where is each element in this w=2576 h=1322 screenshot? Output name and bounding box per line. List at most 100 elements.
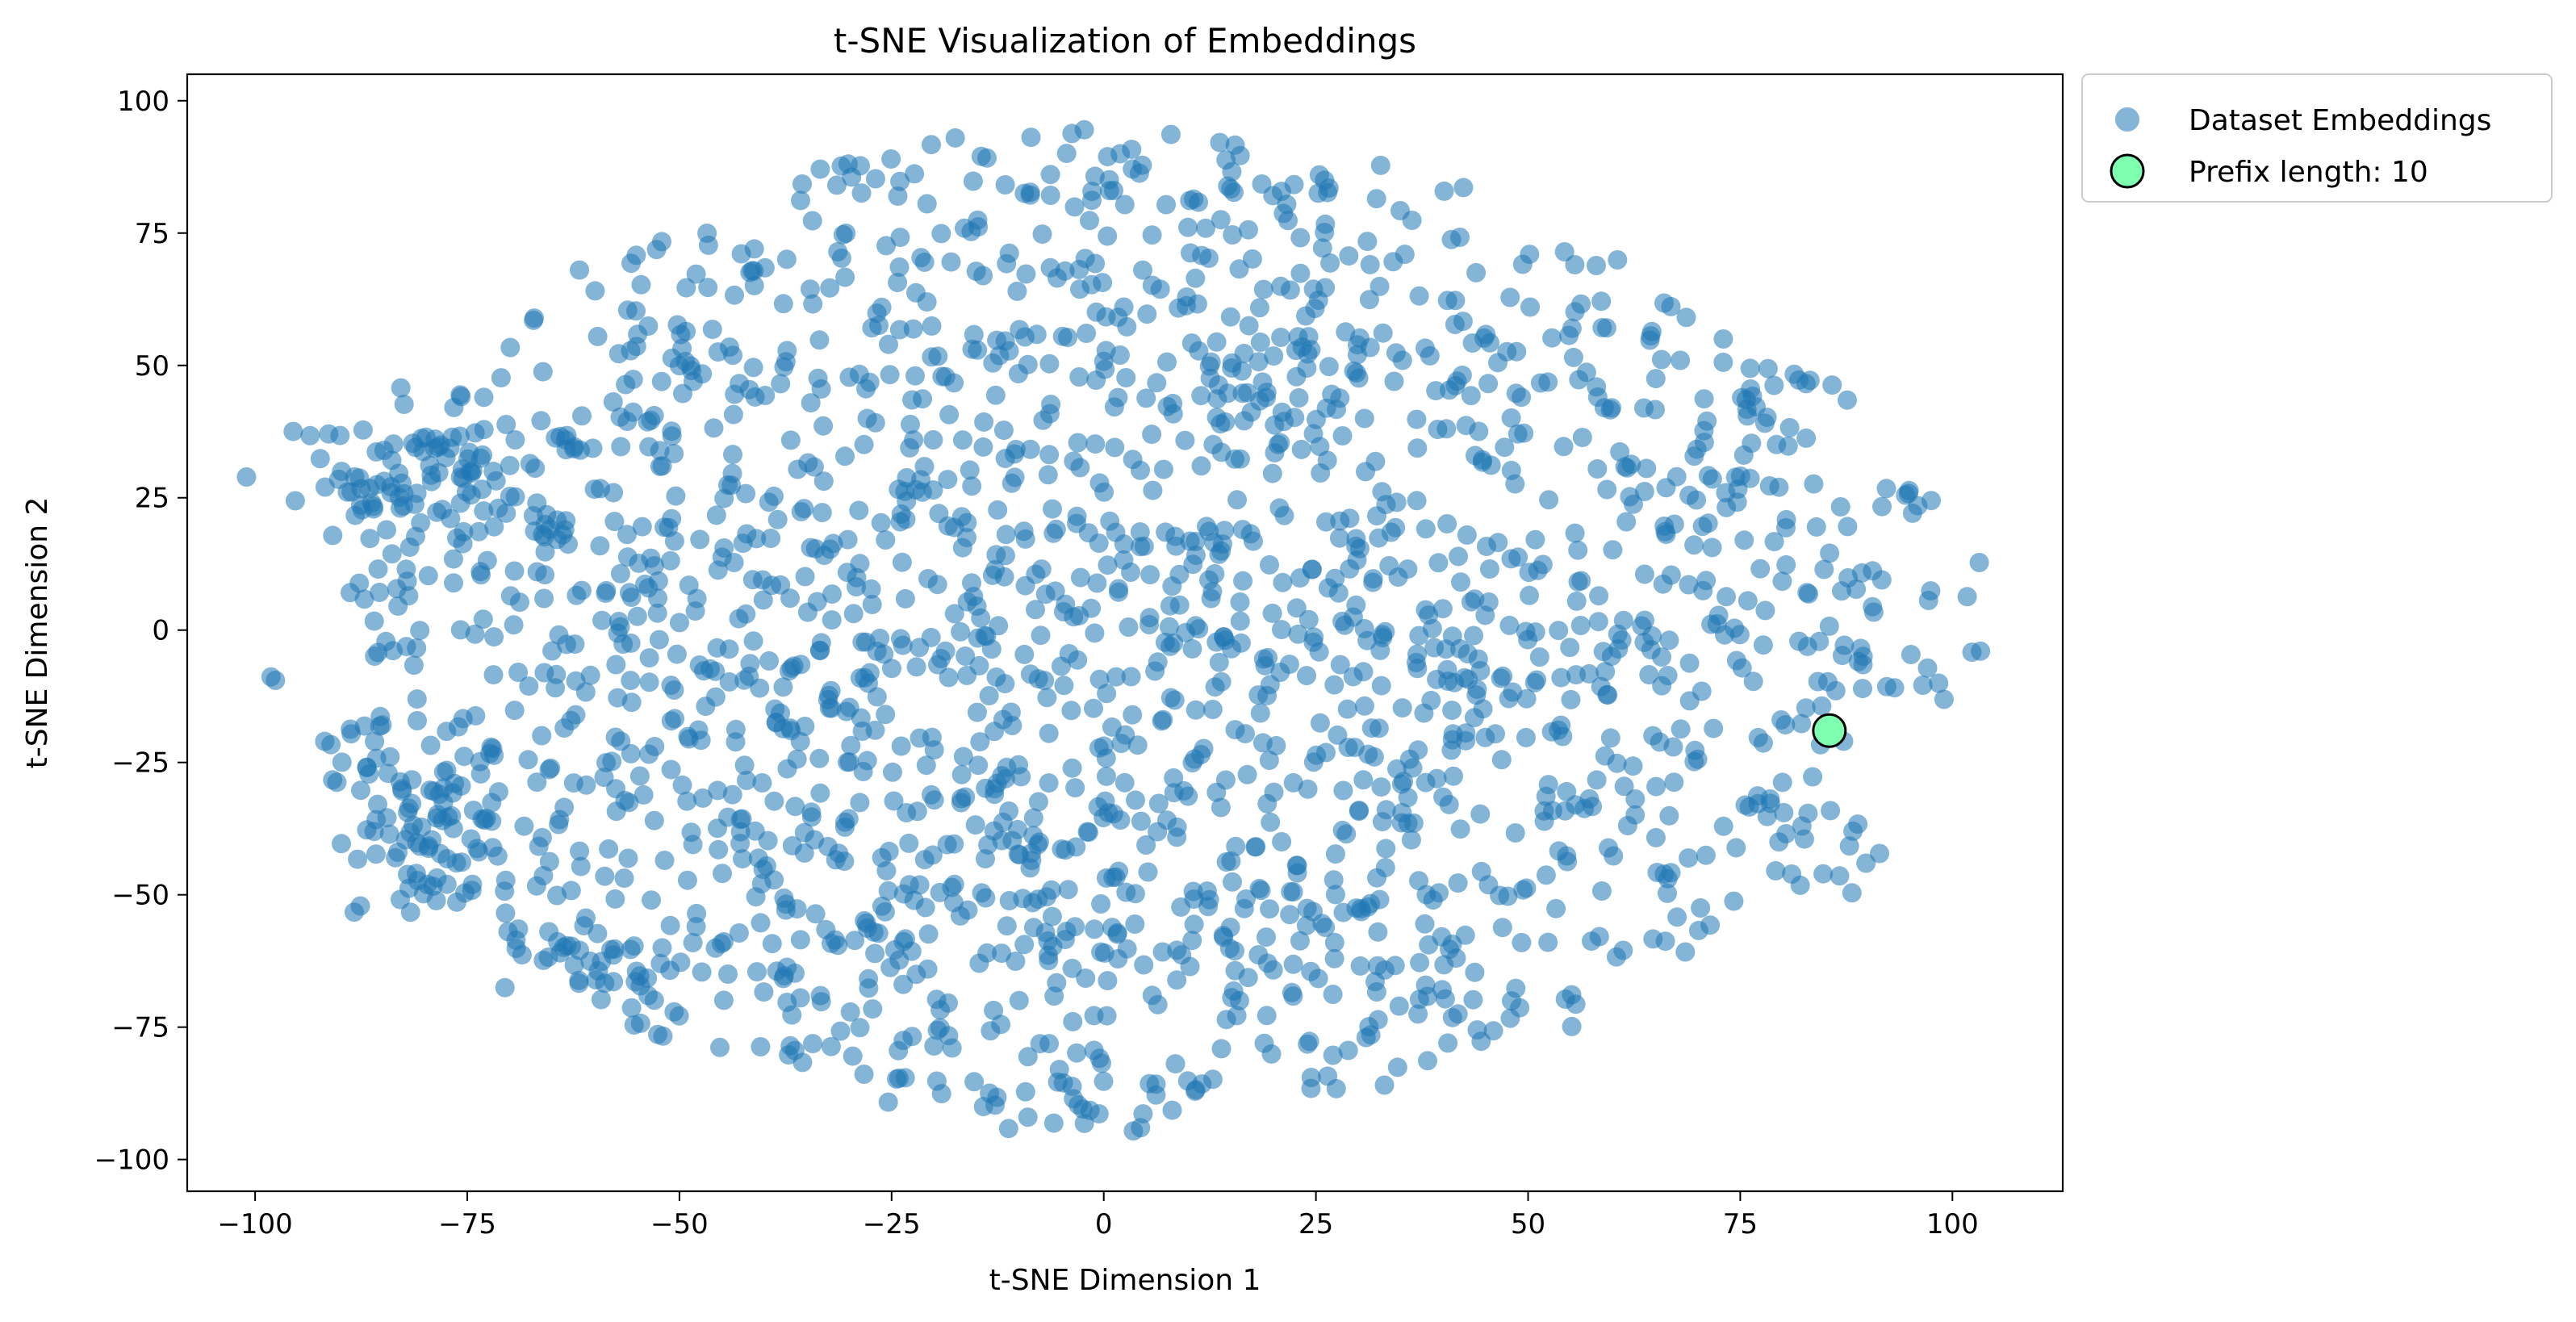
embedding-point xyxy=(1244,531,1263,551)
highlight-layer xyxy=(1812,713,1847,748)
embedding-point xyxy=(1323,1045,1343,1065)
embedding-point xyxy=(569,973,589,994)
embedding-point xyxy=(639,437,659,457)
embedding-point xyxy=(773,677,793,697)
embedding-point xyxy=(957,528,976,548)
embedding-point xyxy=(1407,438,1428,458)
embedding-point xyxy=(818,690,838,709)
embedding-point xyxy=(843,604,864,624)
embedding-point xyxy=(1164,633,1184,653)
embedding-point xyxy=(1856,853,1876,873)
embedding-point xyxy=(353,420,373,440)
embedding-point xyxy=(881,149,901,169)
embedding-point xyxy=(1015,1081,1035,1102)
embedding-point xyxy=(1608,250,1628,270)
embedding-point xyxy=(970,732,990,752)
embedding-point xyxy=(810,159,830,179)
embedding-point xyxy=(1211,210,1231,230)
embedding-point xyxy=(1286,598,1307,618)
embedding-point xyxy=(1146,1074,1166,1094)
embedding-point xyxy=(1344,738,1365,758)
embedding-point xyxy=(1713,816,1733,836)
embedding-point xyxy=(1616,512,1637,532)
embedding-point xyxy=(969,655,989,676)
embedding-point xyxy=(621,692,642,713)
embedding-point xyxy=(1184,189,1204,209)
embedding-point xyxy=(1123,705,1143,725)
embedding-point xyxy=(1470,804,1491,824)
x-tick-label: 25 xyxy=(1298,1208,1333,1240)
embedding-point xyxy=(1230,592,1250,612)
embedding-point xyxy=(922,845,943,865)
embedding-point xyxy=(453,709,473,729)
embedding-point xyxy=(360,529,380,549)
embedding-point xyxy=(1196,218,1215,238)
embedding-point xyxy=(835,267,855,287)
embedding-point xyxy=(1148,652,1168,672)
embedding-point xyxy=(1234,411,1254,431)
embedding-point xyxy=(737,524,757,544)
embedding-point xyxy=(809,330,830,350)
embedding-point xyxy=(1406,652,1426,672)
embedding-point xyxy=(1742,387,1763,406)
embedding-point xyxy=(1288,624,1308,644)
embedding-point xyxy=(1621,454,1641,475)
embedding-point xyxy=(1211,1039,1232,1059)
embedding-point xyxy=(1603,540,1623,560)
embedding-point xyxy=(1838,390,1857,410)
embedding-point xyxy=(1796,428,1817,448)
embedding-point xyxy=(495,977,515,998)
embedding-point xyxy=(1302,559,1322,579)
embedding-point xyxy=(535,542,555,562)
y-tick-label: −25 xyxy=(111,747,169,780)
embedding-point xyxy=(394,395,414,414)
embedding-point xyxy=(1438,1033,1458,1053)
embedding-point xyxy=(1392,698,1412,718)
embedding-point xyxy=(883,762,902,782)
embedding-point xyxy=(904,890,924,910)
embedding-point xyxy=(534,663,554,683)
embedding-point xyxy=(1058,880,1078,900)
embedding-point xyxy=(1842,883,1862,903)
embedding-point xyxy=(557,634,576,655)
embedding-point xyxy=(407,689,427,709)
embedding-point xyxy=(740,654,760,674)
embedding-point xyxy=(1651,349,1671,370)
embedding-point xyxy=(1085,253,1106,274)
embedding-point xyxy=(1315,918,1336,937)
embedding-point xyxy=(348,849,368,869)
embedding-point xyxy=(1525,529,1545,550)
embedding-point xyxy=(647,603,667,623)
embedding-point xyxy=(1520,585,1539,605)
embedding-point xyxy=(1328,583,1349,603)
embedding-point xyxy=(1016,264,1036,284)
embedding-point xyxy=(591,989,611,1010)
embedding-point xyxy=(798,453,818,473)
embedding-point xyxy=(880,957,901,977)
embedding-point xyxy=(906,657,926,677)
embedding-point xyxy=(914,457,935,477)
embedding-point xyxy=(1182,931,1202,951)
embedding-point xyxy=(694,661,713,681)
embedding-point xyxy=(1613,940,1633,960)
embedding-point xyxy=(1126,790,1145,810)
embedding-point xyxy=(962,476,982,496)
embedding-point xyxy=(813,416,834,436)
embedding-point xyxy=(1371,777,1391,797)
embedding-point xyxy=(354,589,374,609)
embedding-point xyxy=(1451,572,1470,592)
embedding-point xyxy=(310,449,330,469)
x-tick-label: 0 xyxy=(1095,1208,1113,1240)
embedding-point xyxy=(1671,719,1691,739)
embedding-point xyxy=(424,438,445,458)
embedding-point xyxy=(935,366,956,387)
embedding-point xyxy=(723,445,742,465)
embedding-point xyxy=(1160,596,1180,616)
chart-title: t-SNE Visualization of Embeddings xyxy=(834,21,1416,61)
embedding-point xyxy=(1500,287,1520,307)
embedding-point xyxy=(1814,559,1834,579)
embedding-point xyxy=(1325,844,1345,864)
embedding-point xyxy=(1743,671,1763,692)
embedding-point xyxy=(611,437,631,457)
embedding-point xyxy=(1500,1008,1520,1028)
